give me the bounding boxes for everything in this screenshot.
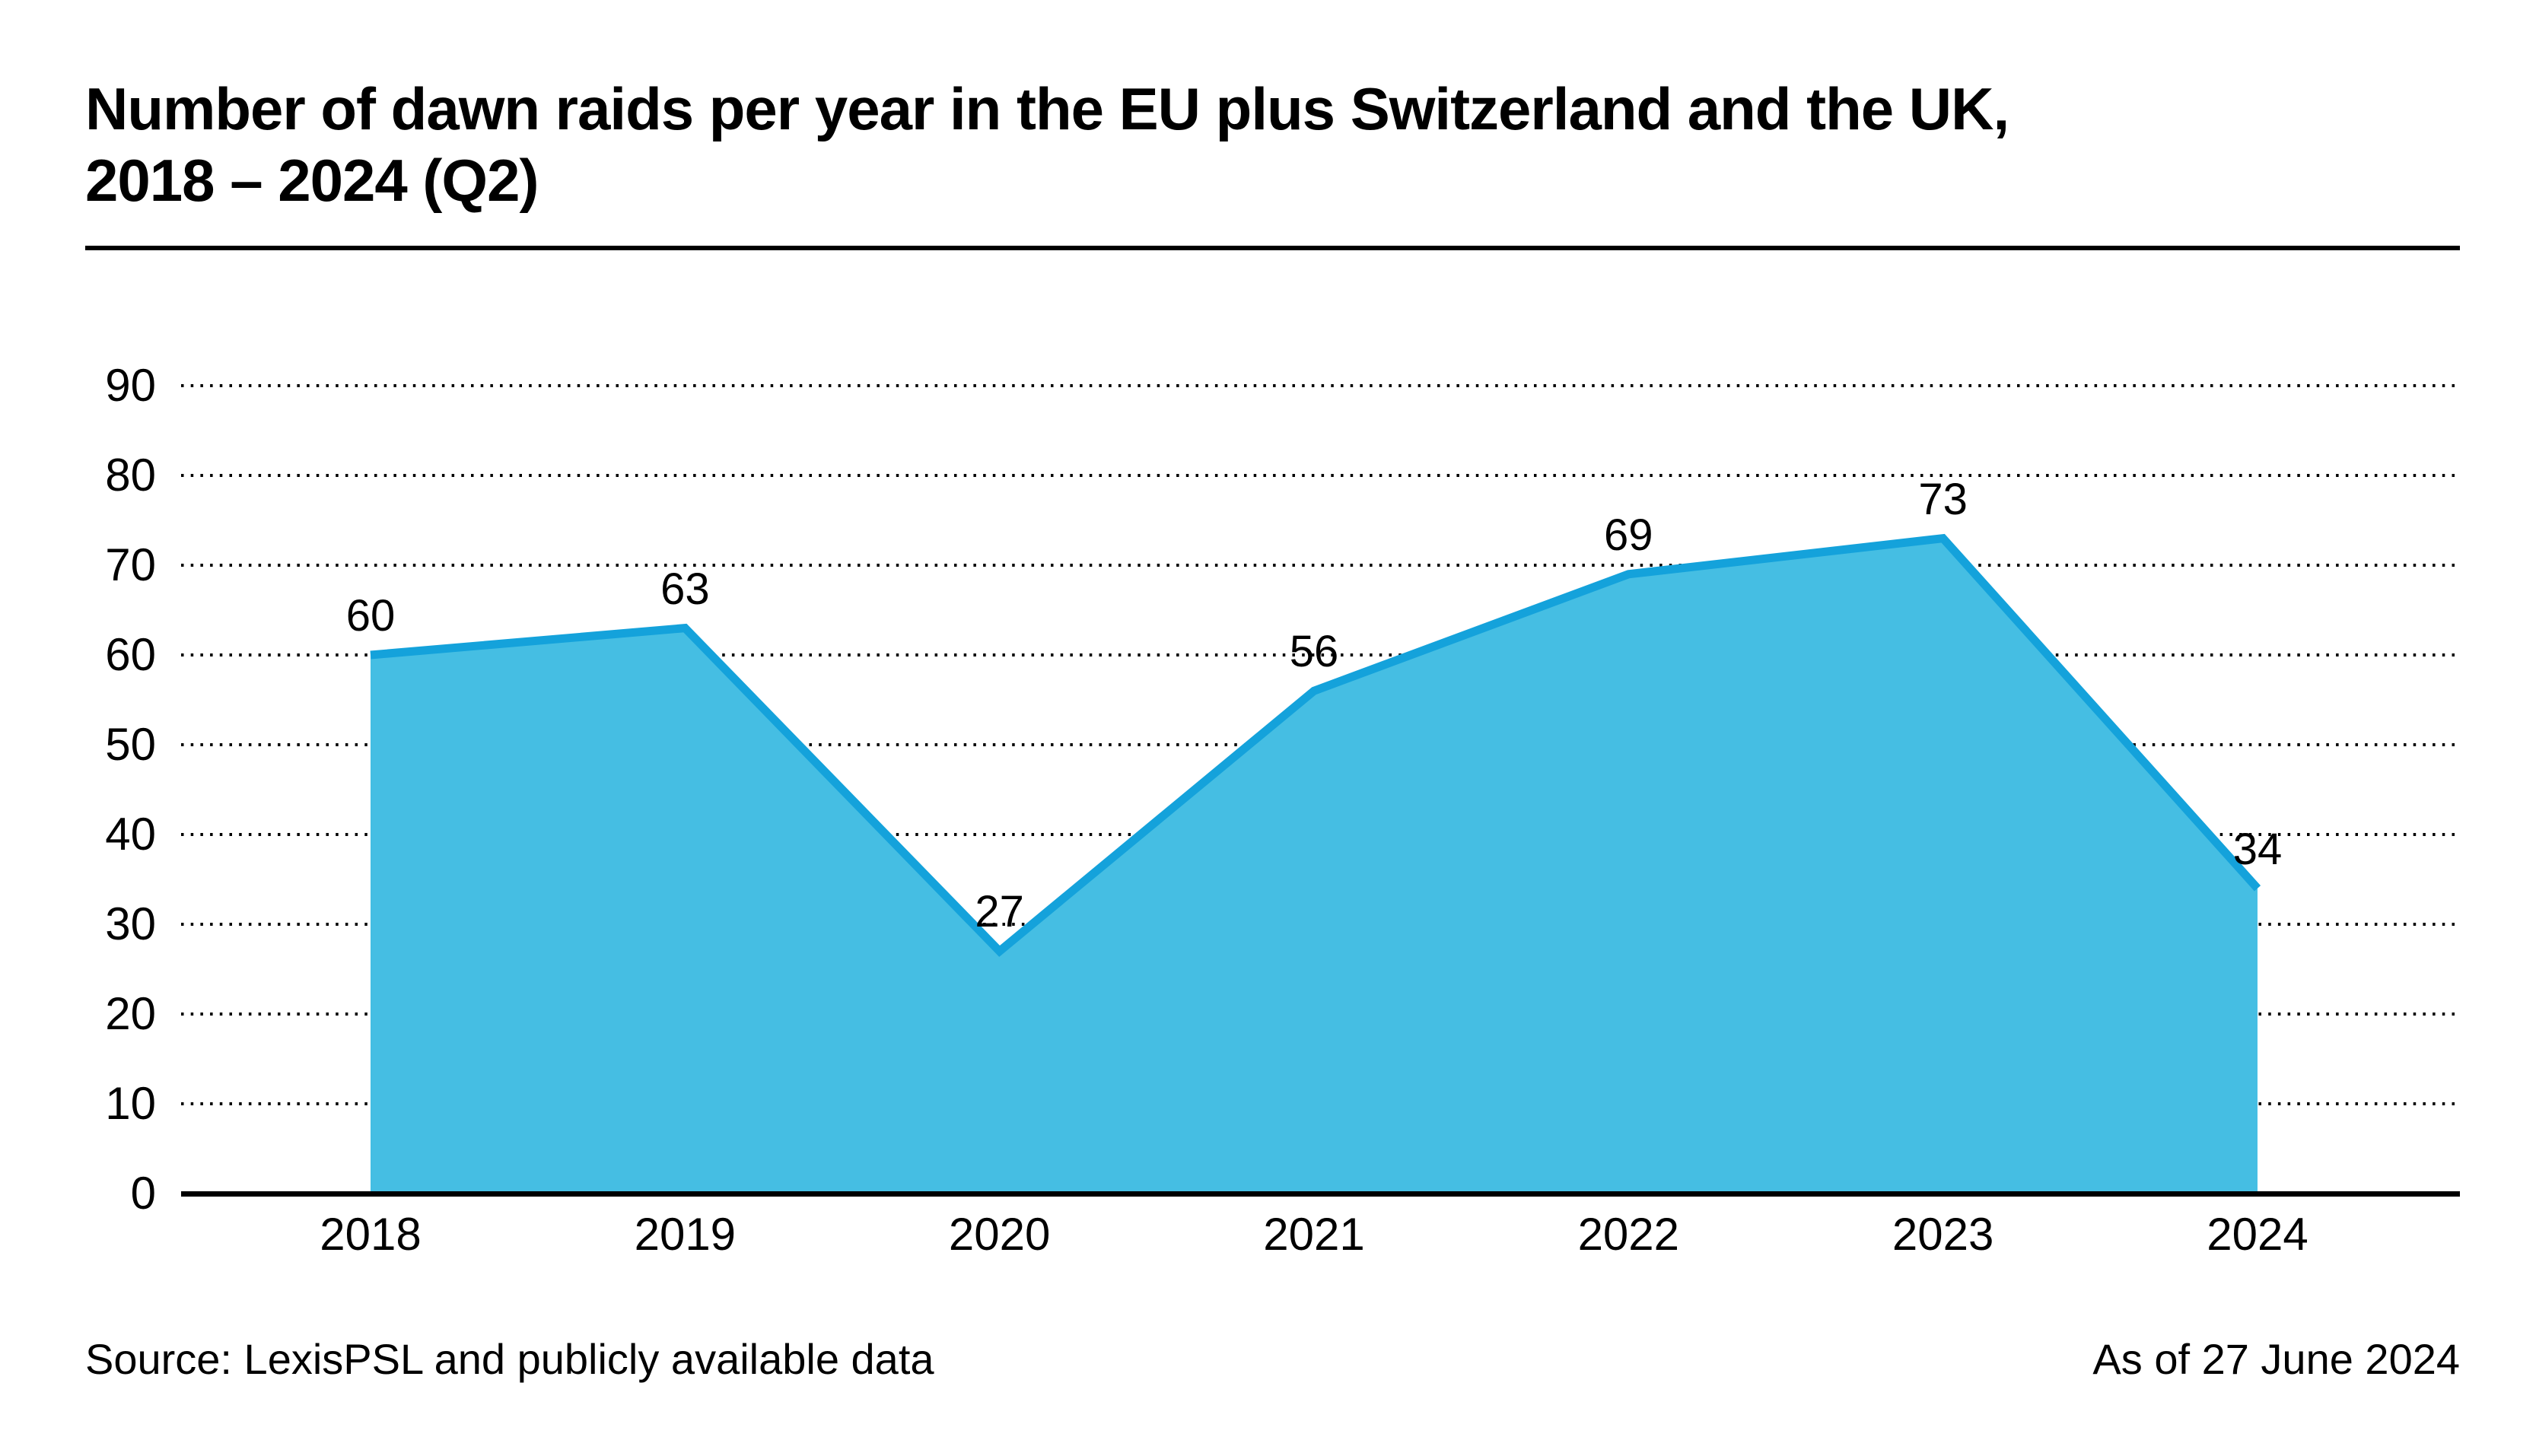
chart-title: Number of dawn raids per year in the EU … bbox=[85, 73, 2009, 216]
ytick-label-80: 80 bbox=[105, 450, 156, 501]
source-note: Source: LexisPSL and publicly available … bbox=[85, 1335, 934, 1383]
year-label-2020: 2020 bbox=[948, 1209, 1051, 1260]
year-label-2024: 2024 bbox=[2207, 1209, 2308, 1260]
ytick-label-70: 70 bbox=[105, 539, 156, 590]
data-label-2021: 56 bbox=[1289, 627, 1339, 677]
data-label-2018: 60 bbox=[345, 591, 396, 641]
ytick-label-20: 20 bbox=[105, 988, 156, 1039]
data-label-2020: 27 bbox=[975, 887, 1024, 937]
year-label-2023: 2023 bbox=[1892, 1209, 1994, 1260]
year-label-2021: 2021 bbox=[1263, 1209, 1365, 1260]
year-label-2018: 2018 bbox=[320, 1209, 422, 1260]
year-label-2022: 2022 bbox=[1577, 1209, 1680, 1260]
year-label-2019: 2019 bbox=[634, 1209, 737, 1260]
area-fill bbox=[371, 538, 2258, 1194]
ytick-label-0: 0 bbox=[130, 1168, 156, 1219]
as-of-date-note: As of 27 June 2024 bbox=[2092, 1335, 2460, 1383]
ytick-label-50: 50 bbox=[105, 719, 156, 770]
chart-title-line-1: Number of dawn raids per year in the EU … bbox=[85, 75, 2009, 142]
series-line bbox=[370, 533, 2261, 957]
ytick-label-60: 60 bbox=[105, 629, 156, 680]
data-label-2024: 34 bbox=[2232, 824, 2283, 874]
ytick-label-10: 10 bbox=[105, 1078, 156, 1129]
data-label-2022: 69 bbox=[1604, 510, 1653, 560]
chart-title-line-2: 2018 – 2024 (Q2) bbox=[85, 147, 539, 214]
ytick-label-40: 40 bbox=[105, 809, 156, 860]
data-label-2019: 63 bbox=[660, 564, 710, 614]
x-axis-line bbox=[181, 1191, 2460, 1197]
title-divider-rule bbox=[85, 246, 2460, 250]
data-label-2023: 73 bbox=[1918, 474, 1968, 524]
ytick-label-30: 30 bbox=[105, 898, 156, 949]
ytick-label-90: 90 bbox=[105, 360, 156, 411]
